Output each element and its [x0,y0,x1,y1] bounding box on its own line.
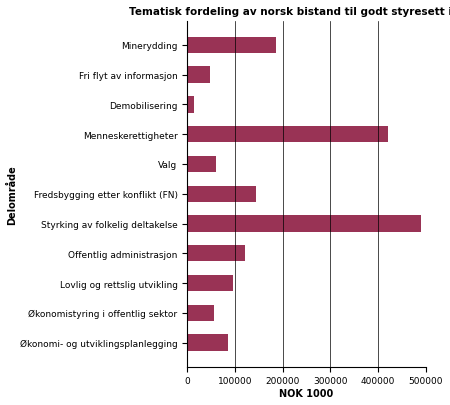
Bar [187,275,233,292]
Y-axis label: Delområde: Delområde [7,164,17,224]
Title: Tematisk fordeling av norsk bistand til godt styresett i 2002: Tematisk fordeling av norsk bistand til … [129,7,450,17]
Bar [187,305,213,321]
Bar [187,127,387,143]
Bar [187,245,244,262]
X-axis label: NOK 1000: NOK 1000 [279,388,333,398]
Bar [187,335,228,351]
Bar [187,67,210,83]
Bar [187,97,194,113]
Bar [187,186,256,202]
Bar [187,156,216,173]
Bar [187,216,421,232]
Bar [187,38,275,54]
